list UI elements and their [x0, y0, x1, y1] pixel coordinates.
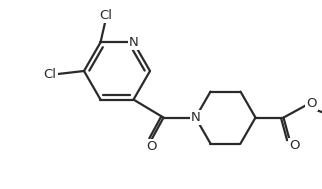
Text: O: O — [146, 140, 157, 153]
Text: Cl: Cl — [43, 67, 56, 81]
Text: N: N — [128, 36, 138, 49]
Text: O: O — [289, 139, 300, 152]
Text: Cl: Cl — [99, 9, 112, 22]
Text: N: N — [191, 111, 200, 124]
Text: O: O — [306, 97, 317, 110]
